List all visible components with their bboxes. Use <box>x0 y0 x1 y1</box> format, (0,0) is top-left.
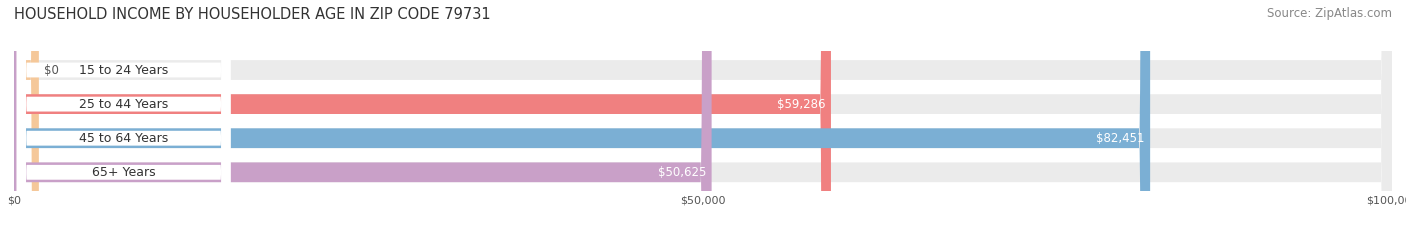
FancyBboxPatch shape <box>14 0 1150 233</box>
FancyBboxPatch shape <box>17 0 231 233</box>
Text: 65+ Years: 65+ Years <box>91 166 156 179</box>
FancyBboxPatch shape <box>14 0 1392 233</box>
FancyBboxPatch shape <box>14 0 831 233</box>
FancyBboxPatch shape <box>17 0 231 233</box>
Text: 15 to 24 Years: 15 to 24 Years <box>79 64 169 76</box>
Text: $59,286: $59,286 <box>778 98 825 111</box>
FancyBboxPatch shape <box>14 0 1392 233</box>
Text: Source: ZipAtlas.com: Source: ZipAtlas.com <box>1267 7 1392 20</box>
FancyBboxPatch shape <box>14 0 711 233</box>
Text: 45 to 64 Years: 45 to 64 Years <box>79 132 169 145</box>
Text: $82,451: $82,451 <box>1097 132 1144 145</box>
Text: 25 to 44 Years: 25 to 44 Years <box>79 98 169 111</box>
Text: $0: $0 <box>45 64 59 76</box>
Text: HOUSEHOLD INCOME BY HOUSEHOLDER AGE IN ZIP CODE 79731: HOUSEHOLD INCOME BY HOUSEHOLDER AGE IN Z… <box>14 7 491 22</box>
FancyBboxPatch shape <box>17 0 231 233</box>
FancyBboxPatch shape <box>14 0 1392 233</box>
Text: $50,625: $50,625 <box>658 166 706 179</box>
FancyBboxPatch shape <box>14 0 1392 233</box>
FancyBboxPatch shape <box>14 0 39 233</box>
FancyBboxPatch shape <box>17 0 231 233</box>
